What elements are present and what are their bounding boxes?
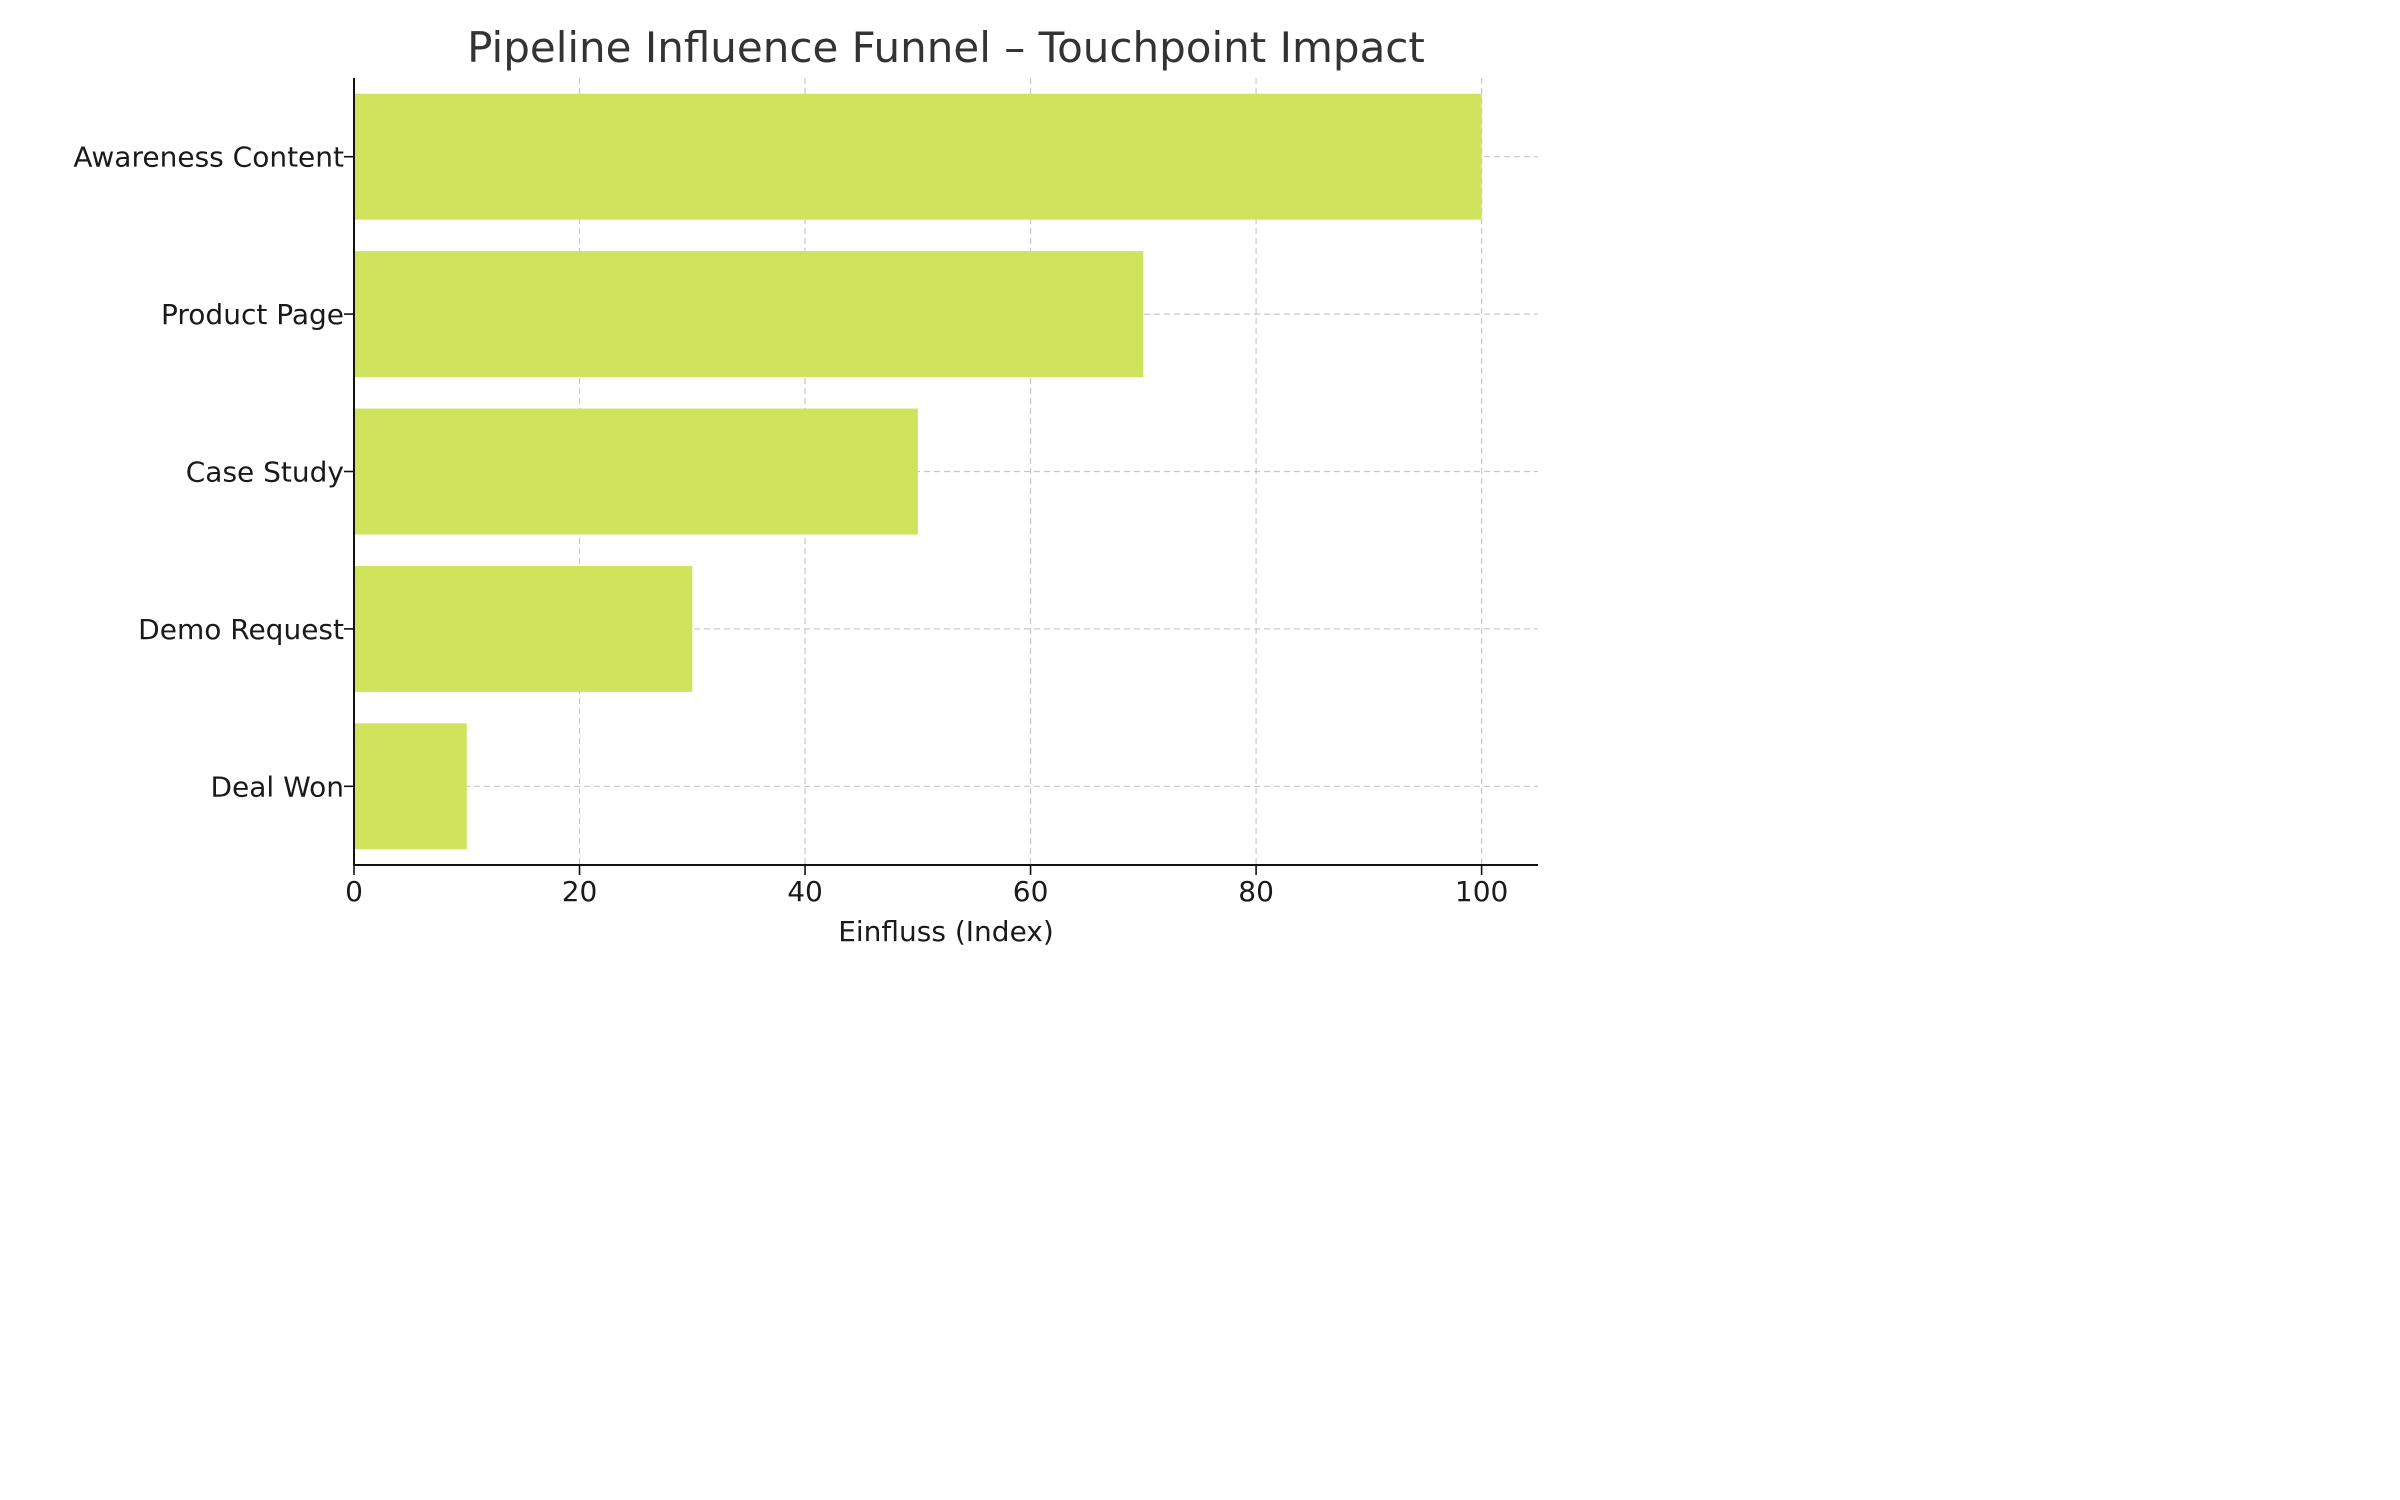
chart: Pipeline Influence Funnel – Touchpoint I… xyxy=(73,23,1538,948)
x-tick-label: 100 xyxy=(1455,875,1508,908)
x-tick-label: 40 xyxy=(787,875,823,908)
y-tick-label: Deal Won xyxy=(210,770,344,803)
x-tick-label: 60 xyxy=(1013,875,1049,908)
bar xyxy=(354,565,693,692)
bar xyxy=(354,251,1144,378)
y-tick-label: Demo Request xyxy=(138,613,344,646)
y-tick-label: Product Page xyxy=(161,298,344,331)
y-axis: Awareness Content Product Page Case Study D… xyxy=(73,78,355,865)
x-tick-label: 20 xyxy=(562,875,598,908)
bar xyxy=(354,408,918,535)
y-tick-label: Awareness Content xyxy=(73,141,344,174)
bar xyxy=(354,723,467,850)
y-tick-label: Case Study xyxy=(186,456,344,489)
bars xyxy=(354,93,1482,850)
x-tick-label: 0 xyxy=(345,875,363,908)
chart-title: Pipeline Influence Funnel – Touchpoint I… xyxy=(467,23,1425,72)
x-axis-label: Einfluss (Index) xyxy=(838,915,1054,948)
bar xyxy=(354,93,1482,220)
x-tick-label: 80 xyxy=(1238,875,1274,908)
x-axis: 0 20 40 60 80 100 xyxy=(345,864,1538,908)
